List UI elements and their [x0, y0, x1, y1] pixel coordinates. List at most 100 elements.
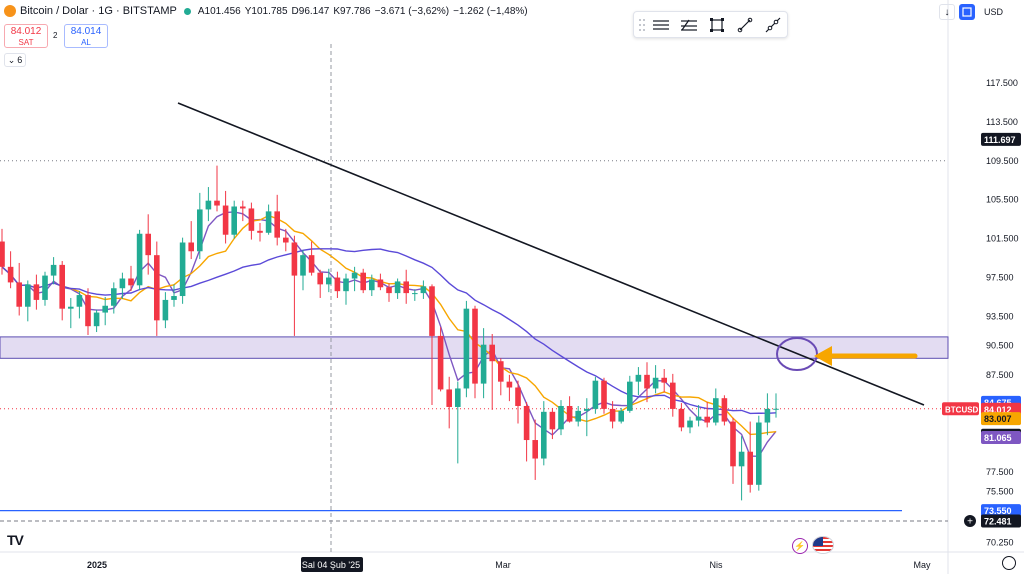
- candle-body[interactable]: [678, 408, 685, 428]
- candle-body[interactable]: [59, 264, 65, 309]
- candle-body[interactable]: [575, 410, 581, 422]
- scale-lock-icon[interactable]: [959, 4, 975, 20]
- candle-body[interactable]: [334, 277, 341, 292]
- candle-body[interactable]: [532, 440, 538, 459]
- candle-body[interactable]: [265, 211, 272, 233]
- candle-body[interactable]: [635, 374, 642, 382]
- highlight-circle[interactable]: [776, 337, 818, 371]
- candle-body[interactable]: [33, 284, 40, 300]
- candle-body[interactable]: [248, 208, 255, 231]
- candle-body[interactable]: [214, 200, 220, 206]
- trend-line[interactable]: [177, 102, 925, 406]
- candle-body[interactable]: [197, 209, 203, 252]
- download-arrow-icon[interactable]: ↓: [939, 4, 955, 20]
- chart-settings-icon[interactable]: [1002, 556, 1016, 570]
- candle-body[interactable]: [558, 405, 564, 430]
- candle-body[interactable]: [351, 272, 358, 279]
- rectangle-icon[interactable]: [704, 14, 730, 36]
- candle-body[interactable]: [291, 242, 298, 276]
- candle-body[interactable]: [93, 312, 100, 327]
- candle-body[interactable]: [523, 405, 530, 441]
- candle-body[interactable]: [188, 242, 194, 252]
- candle-body[interactable]: [171, 296, 177, 300]
- candle-body[interactable]: [343, 278, 349, 292]
- candle-body[interactable]: [695, 416, 702, 421]
- annotation-arrow-head[interactable]: [814, 346, 832, 366]
- candle-body[interactable]: [618, 410, 624, 422]
- trend-line-icon[interactable]: [732, 14, 758, 36]
- candle-body[interactable]: [360, 272, 366, 291]
- sell-button[interactable]: 84.012 SAT: [4, 24, 48, 48]
- candle-body[interactable]: [480, 344, 487, 384]
- candle-body[interactable]: [730, 421, 736, 467]
- drag-handle-icon[interactable]: [638, 18, 646, 32]
- ray-line-icon[interactable]: [760, 14, 786, 36]
- candle-body[interactable]: [506, 381, 513, 388]
- candle-body[interactable]: [50, 264, 57, 276]
- candle-body[interactable]: [16, 282, 22, 307]
- candle-body[interactable]: [240, 206, 246, 209]
- candle-body[interactable]: [308, 255, 315, 273]
- candle-body[interactable]: [317, 272, 323, 285]
- candle-body[interactable]: [687, 420, 693, 428]
- candle-body[interactable]: [111, 288, 117, 306]
- symbol-title[interactable]: Bitcoin / Dolar · 1G · BITSTAMP: [20, 5, 177, 17]
- us-flag-icon[interactable]: [812, 536, 834, 554]
- candle-body[interactable]: [0, 241, 5, 267]
- candle-body[interactable]: [472, 308, 478, 384]
- candle-body[interactable]: [274, 211, 280, 238]
- candle-body[interactable]: [179, 242, 186, 297]
- candle-body[interactable]: [25, 284, 31, 307]
- candle-body[interactable]: [584, 408, 590, 411]
- candle-body[interactable]: [42, 275, 48, 300]
- candle-body[interactable]: [463, 308, 470, 389]
- candle-body[interactable]: [661, 377, 667, 383]
- candle-body[interactable]: [489, 344, 495, 362]
- candle-body[interactable]: [652, 377, 659, 389]
- candle-body[interactable]: [119, 278, 126, 289]
- candle-body[interactable]: [300, 255, 306, 276]
- candle-body[interactable]: [515, 387, 521, 406]
- candle-body[interactable]: [128, 278, 134, 286]
- indicators-toggle-button[interactable]: ⌄ 6: [4, 53, 26, 67]
- lightning-icon[interactable]: ⚡: [792, 538, 808, 554]
- currency-selector[interactable]: USD: [984, 7, 1004, 17]
- candle-body[interactable]: [764, 408, 771, 423]
- candle-body[interactable]: [377, 279, 384, 288]
- candle-body[interactable]: [102, 305, 108, 313]
- candle-body[interactable]: [145, 233, 151, 256]
- candle-body[interactable]: [326, 277, 332, 285]
- candle-body[interactable]: [412, 293, 418, 295]
- candle-body[interactable]: [498, 361, 504, 382]
- crosshair-add-icon[interactable]: [964, 514, 976, 527]
- candle-body[interactable]: [68, 306, 74, 309]
- candle-body[interactable]: [136, 233, 143, 286]
- candle-body[interactable]: [549, 411, 556, 430]
- candle-body[interactable]: [446, 389, 452, 407]
- candle-body[interactable]: [222, 205, 229, 235]
- candle-body[interactable]: [420, 286, 427, 294]
- candle-body[interactable]: [429, 286, 435, 336]
- candle-body[interactable]: [437, 335, 444, 390]
- candle-body[interactable]: [609, 408, 616, 422]
- candle-body[interactable]: [394, 281, 401, 294]
- candle-body[interactable]: [627, 381, 633, 411]
- candle-body[interactable]: [566, 405, 573, 422]
- candle-body[interactable]: [713, 398, 719, 423]
- candle-body[interactable]: [205, 200, 212, 210]
- candle-body[interactable]: [773, 408, 779, 410]
- candle-body[interactable]: [231, 206, 237, 235]
- candle-body[interactable]: [756, 422, 762, 485]
- candle-body[interactable]: [7, 266, 14, 283]
- candle-body[interactable]: [455, 388, 461, 407]
- candle-body[interactable]: [76, 295, 83, 307]
- candle-body[interactable]: [162, 299, 169, 321]
- buy-button[interactable]: 84.014 AL: [64, 24, 108, 48]
- candle-body[interactable]: [369, 279, 375, 291]
- fib-retracement-icon[interactable]: [676, 14, 702, 36]
- candle-body[interactable]: [747, 451, 753, 485]
- candle-body[interactable]: [721, 398, 728, 422]
- candle-body[interactable]: [257, 230, 263, 233]
- candle-body[interactable]: [704, 416, 710, 423]
- candle-body[interactable]: [670, 382, 676, 409]
